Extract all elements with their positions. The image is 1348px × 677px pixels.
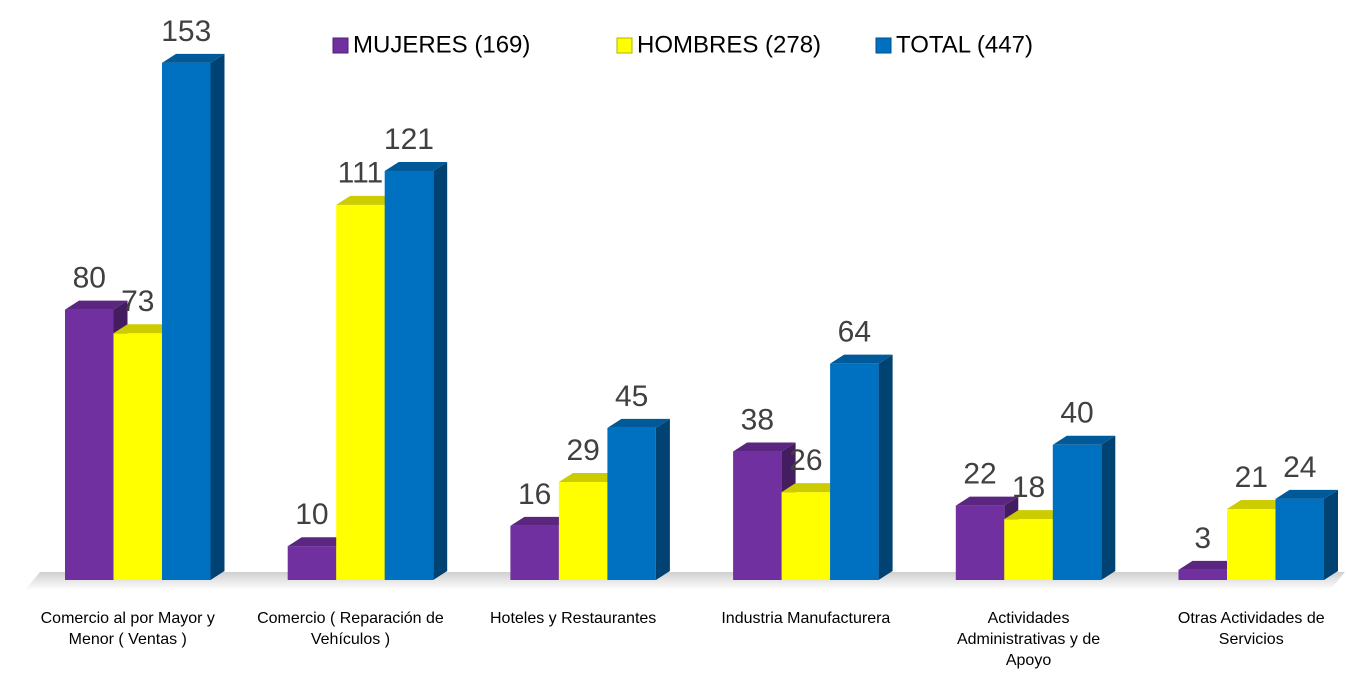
bar	[1004, 519, 1053, 580]
bar	[1227, 509, 1276, 580]
x-tick-label: Actividades Administrativas y de Apoyo	[956, 610, 1101, 669]
bar	[336, 204, 385, 580]
data-label: 121	[384, 123, 434, 156]
bar-top	[1004, 510, 1067, 520]
bar	[65, 309, 114, 580]
data-label: 26	[789, 444, 822, 477]
x-tick-label: Hoteles y Restaurantes	[489, 610, 657, 627]
bar-top	[1227, 500, 1290, 510]
bar	[830, 363, 879, 580]
bar	[558, 481, 608, 580]
bar-top	[113, 324, 176, 334]
legend-label: HOMBRES (278)	[637, 31, 821, 58]
legend-label: MUJERES (169)	[353, 31, 530, 58]
data-label: 45	[615, 380, 648, 413]
bar	[510, 525, 559, 580]
data-label: 18	[1012, 471, 1045, 504]
bar-top	[955, 496, 1019, 506]
bar	[607, 427, 656, 580]
bar	[113, 333, 162, 580]
legend-swatch	[616, 37, 633, 54]
bar-top	[558, 472, 622, 482]
data-label: 73	[121, 285, 154, 318]
x-tick-label: Otras Actividades de Servicios	[1177, 610, 1325, 648]
data-label: 16	[518, 478, 551, 511]
bar-side	[1101, 435, 1116, 580]
data-label: 29	[566, 434, 599, 467]
bar-top	[162, 53, 225, 63]
legend-label: TOTAL (447)	[896, 31, 1033, 58]
data-label: 10	[295, 498, 328, 531]
bar-top	[830, 354, 893, 364]
data-label: 24	[1283, 451, 1316, 484]
bar-side	[655, 418, 670, 580]
bar-top	[510, 516, 573, 526]
data-label: 3	[1194, 522, 1211, 555]
bar-top	[336, 195, 399, 205]
bar	[1178, 569, 1227, 580]
floor	[25, 572, 1345, 590]
data-label: 38	[741, 403, 774, 436]
bar	[162, 62, 211, 581]
data-label: 64	[838, 316, 871, 349]
bar	[1275, 498, 1324, 580]
bar	[781, 492, 831, 580]
bar	[384, 171, 434, 580]
x-tick-label: Comercio al por Mayor y Menor ( Ventas )	[40, 610, 215, 648]
legend-swatch	[875, 37, 892, 54]
data-label: 80	[73, 262, 106, 295]
bar-top	[1275, 489, 1338, 499]
data-label: 40	[1060, 397, 1093, 430]
bar	[287, 546, 337, 580]
bar-top	[384, 162, 448, 172]
bar	[733, 451, 782, 580]
bar-side	[878, 354, 893, 580]
bar-side	[210, 53, 225, 581]
data-label: 21	[1235, 461, 1268, 494]
bar-top	[607, 418, 670, 428]
bar-top	[781, 483, 845, 493]
bar-top	[287, 537, 351, 547]
bar-side	[433, 162, 448, 580]
data-label: 153	[161, 15, 211, 48]
bar	[955, 505, 1005, 580]
data-label: 22	[963, 458, 996, 491]
bar	[1052, 444, 1102, 580]
x-tick-label: Comercio ( Reparación de Vehículos )	[257, 610, 444, 648]
bar-top	[1178, 560, 1241, 570]
bar-top	[1052, 435, 1116, 445]
bar-top	[65, 300, 128, 310]
data-label: 111	[338, 157, 384, 190]
legend-swatch	[332, 37, 349, 54]
bar-top	[733, 442, 796, 452]
x-tick-label: Industria Manufacturera	[721, 610, 891, 627]
bar-side	[1324, 489, 1338, 580]
